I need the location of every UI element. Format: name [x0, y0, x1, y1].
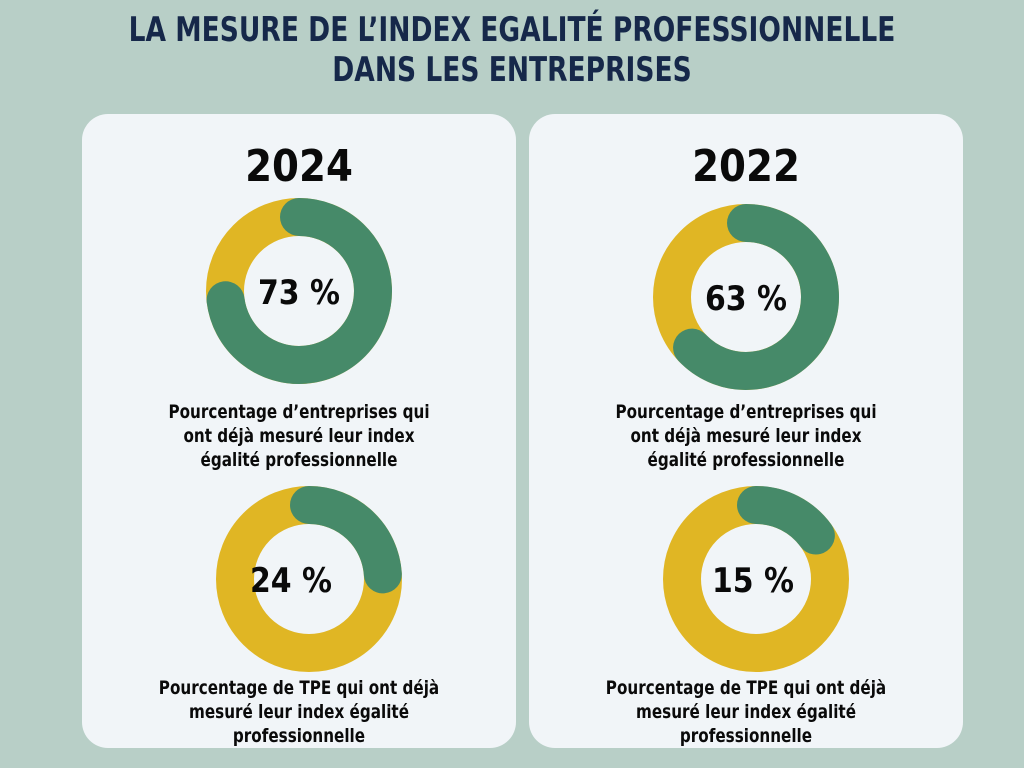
year-heading-2024: 2024 — [245, 141, 353, 192]
donut-arc-measured — [206, 198, 392, 384]
donut-value-label: 24 % — [250, 561, 332, 601]
year-heading-2022: 2022 — [692, 141, 800, 192]
caption-line: Pourcentage de TPE qui ont déjà — [605, 677, 887, 699]
caption-line: Pourcentage d’entreprises qui — [615, 401, 877, 423]
caption-line: mesuré leur index égalité — [189, 701, 409, 723]
caption-line: professionnelle — [679, 725, 813, 747]
caption-tpe-2022: Pourcentage de TPE qui ont déjà mesuré l… — [572, 676, 919, 748]
caption-line: égalité professionnelle — [200, 449, 398, 471]
donut-chart-tpe-2022: 15 % — [663, 486, 849, 672]
donut-chart-tpe-2024: 24 % — [216, 486, 402, 672]
caption-line: Pourcentage de TPE qui ont déjà — [158, 677, 440, 699]
card-2022: 2022 63 % Pourcentage d’entreprises qui … — [529, 114, 963, 748]
caption-line: ont déjà mesuré leur index — [630, 425, 862, 447]
caption-line: ont déjà mesuré leur index — [183, 425, 415, 447]
caption-entreprises-2022: Pourcentage d’entreprises qui ont déjà m… — [572, 400, 919, 472]
caption-line: professionnelle — [232, 725, 366, 747]
caption-tpe-2024: Pourcentage de TPE qui ont déjà mesuré l… — [125, 676, 472, 748]
caption-line: égalité professionnelle — [647, 449, 845, 471]
donut-chart-entreprises-2022: 63 % — [653, 204, 839, 390]
caption-line: mesuré leur index égalité — [636, 701, 856, 723]
card-2024: 2024 73 % Pourcentage d’entreprises qui … — [82, 114, 516, 748]
caption-line: Pourcentage d’entreprises qui — [168, 401, 430, 423]
caption-entreprises-2024: Pourcentage d’entreprises qui ont déjà m… — [125, 400, 472, 472]
donut-arc-measured — [737, 486, 835, 555]
donut-value-label: 63 % — [705, 279, 787, 319]
donut-arc-measured — [290, 486, 402, 594]
donut-arc-measured — [673, 204, 839, 390]
page-title: LA MESURE DE L’INDEX EGALITÉ PROFESSIONN… — [113, 10, 912, 90]
donut-chart-entreprises-2024: 73 % — [206, 198, 392, 384]
donut-value-label: 15 % — [712, 561, 794, 601]
page-title-line-2: DANS LES ENTREPRISES — [332, 50, 692, 90]
page-title-line-1: LA MESURE DE L’INDEX EGALITÉ PROFESSIONN… — [128, 10, 896, 50]
donut-value-label: 73 % — [258, 273, 340, 313]
